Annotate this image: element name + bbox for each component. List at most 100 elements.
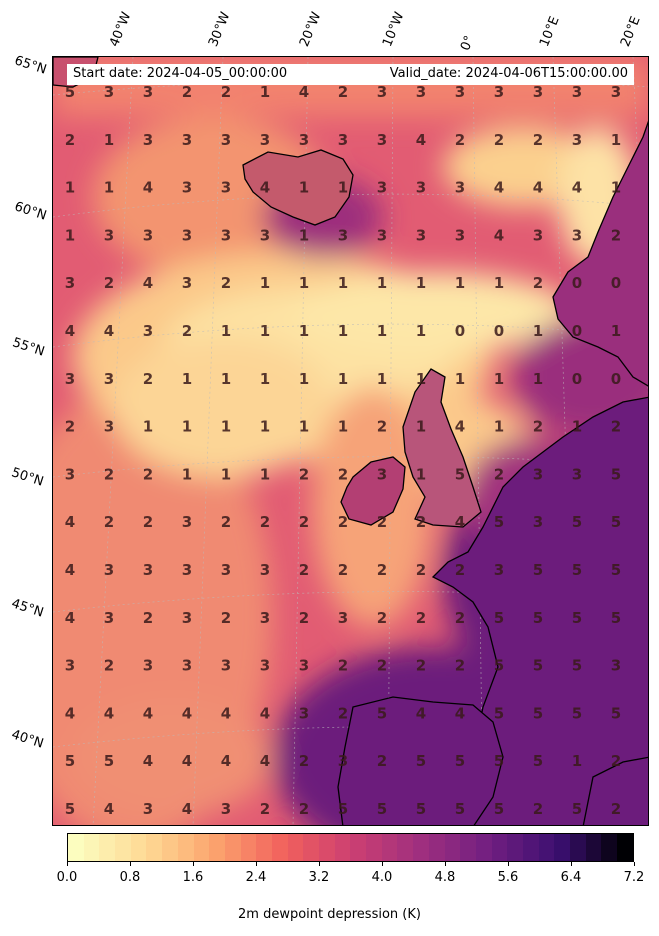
grid-value: 4 [143, 274, 153, 292]
grid-value: 4 [182, 704, 192, 722]
grid-value: 4 [65, 322, 75, 340]
grid-value: 4 [182, 800, 192, 818]
grid-value: 2 [299, 465, 309, 483]
grid-value: 1 [260, 83, 270, 101]
iberia-landmass [337, 696, 504, 825]
grid-value: 2 [455, 131, 465, 149]
grid-value: 2 [221, 274, 231, 292]
lat-label-60n: 60°N [12, 199, 49, 224]
grid-value: 3 [182, 131, 192, 149]
grid-value: 5 [494, 513, 504, 531]
scandinavia-landmass [552, 120, 648, 387]
grid-value: 0 [611, 274, 621, 292]
colorbar-segment [83, 834, 100, 861]
grid-value: 4 [455, 418, 465, 436]
grid-value: 1 [377, 274, 387, 292]
grid-value: 2 [104, 513, 114, 531]
grid-value: 4 [455, 513, 465, 531]
grid-value: 3 [416, 83, 426, 101]
colorbar-tick-label: 4.0 [371, 870, 393, 885]
colorbar-tick-label: 6.4 [560, 870, 582, 885]
grid-value: 1 [260, 370, 270, 388]
colorbar-title: 2m dewpoint depression (K) [238, 907, 421, 922]
grid-value: 1 [104, 179, 114, 197]
grid-value: 2 [455, 609, 465, 627]
grid-value: 3 [377, 131, 387, 149]
colorbar-tick-label: 3.2 [308, 870, 330, 885]
lon-label-10w: 10°W [380, 10, 408, 49]
grid-value: 3 [611, 657, 621, 675]
grid-value: 1 [182, 418, 192, 436]
grid-value: 3 [260, 561, 270, 579]
grid-value: 3 [260, 609, 270, 627]
colorbar-segment [224, 834, 241, 861]
grid-value: 3 [182, 274, 192, 292]
grid-value: 3 [377, 226, 387, 244]
grid-value: 2 [533, 800, 543, 818]
grid-value: 3 [533, 83, 543, 101]
grid-value: 1 [455, 274, 465, 292]
lon-label-40w: 40°W [107, 10, 135, 49]
grid-value: 5 [416, 800, 426, 818]
grid-value: 2 [377, 752, 387, 770]
grid-value: 1 [221, 370, 231, 388]
grid-value: 2 [260, 800, 270, 818]
grid-value: 3 [143, 561, 153, 579]
grid-value: 3 [533, 226, 543, 244]
grid-value: 2 [416, 513, 426, 531]
colorbar-segment [585, 834, 602, 861]
grid-value: 1 [299, 274, 309, 292]
grid-value: 1 [416, 465, 426, 483]
grid-value: 3 [104, 83, 114, 101]
grid-value: 0 [572, 322, 582, 340]
grid-value: 1 [338, 274, 348, 292]
grid-value: 2 [299, 561, 309, 579]
grid-value: 5 [455, 752, 465, 770]
colorbar-segment [491, 834, 508, 861]
colorbar-segment [99, 834, 116, 861]
grid-value: 3 [221, 179, 231, 197]
grid-value: 1 [416, 274, 426, 292]
coastlines [53, 57, 648, 825]
grid-value: 5 [572, 657, 582, 675]
grid-value: 3 [182, 609, 192, 627]
grid-value: 1 [65, 179, 75, 197]
colorbar-tick-mark [507, 862, 509, 866]
grid-value: 3 [65, 657, 75, 675]
grid-value: 3 [182, 513, 192, 531]
grid-value: 1 [299, 322, 309, 340]
grid-value: 3 [377, 179, 387, 197]
colorbar-segment [507, 834, 523, 861]
grid-value: 1 [533, 370, 543, 388]
iceland-landmass [242, 149, 354, 226]
grid-value: 5 [533, 704, 543, 722]
grid-value: 4 [143, 752, 153, 770]
colorbar-segment [601, 834, 618, 861]
grid-value: 5 [572, 561, 582, 579]
grid-value: 3 [104, 561, 114, 579]
grid-value: 2 [221, 609, 231, 627]
grid-value: 3 [182, 179, 192, 197]
colorbar-segment [522, 834, 539, 861]
grid-value: 3 [104, 370, 114, 388]
grid-value: 5 [104, 752, 114, 770]
grid-value: 2 [143, 370, 153, 388]
grid-value: 3 [143, 800, 153, 818]
grid-value: 5 [572, 800, 582, 818]
lat-label-45n: 45°N [9, 596, 46, 621]
grid-value: 5 [533, 657, 543, 675]
grid-value: 2 [182, 83, 192, 101]
grid-value: 1 [260, 322, 270, 340]
grid-value: 2 [338, 704, 348, 722]
grid-value: 2 [338, 513, 348, 531]
grid-value: 3 [416, 179, 426, 197]
colorbar-segment [287, 834, 304, 861]
map-panel: 5 3 3 2 2 1 4 2 3 3 3 3 3 3 3 2 1 3 3 3 3 3 3 3 4 2 2 2 3 1 1 1 4 3 3 4 1 1 3 3… [52, 56, 649, 826]
grid-value: 2 [143, 609, 153, 627]
grid-value: 2 [260, 513, 270, 531]
grid-value: 3 [377, 465, 387, 483]
grid-value: 3 [494, 561, 504, 579]
colorbar-segment [319, 834, 335, 861]
grid-value: 2 [143, 465, 153, 483]
grid-value: 2 [338, 561, 348, 579]
